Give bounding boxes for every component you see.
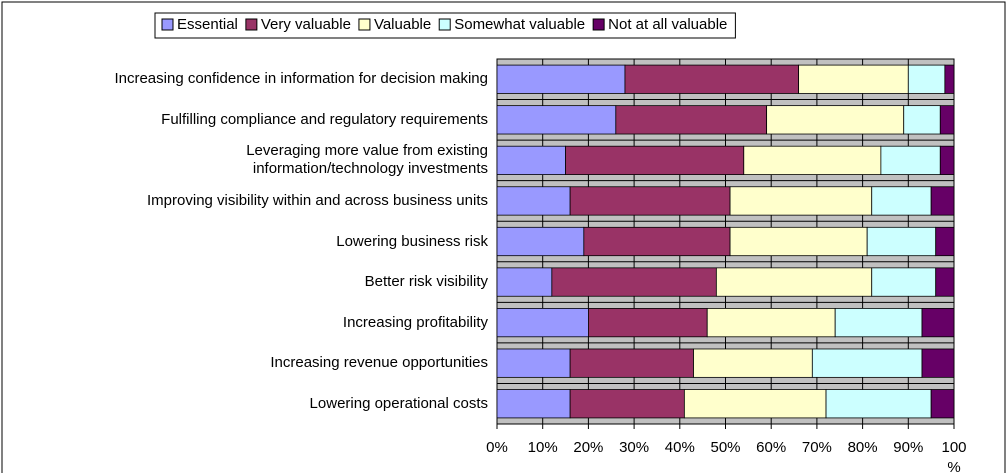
bar-segment — [496, 145, 566, 175]
legend-swatch — [245, 18, 258, 31]
legend-label: Valuable — [374, 16, 431, 33]
bar-segment — [944, 64, 955, 94]
x-tick-label: 30% — [619, 439, 649, 456]
x-tick-label: 90% — [893, 439, 923, 456]
bar-segment — [496, 226, 585, 257]
legend-label: Not at all valuable — [608, 16, 727, 33]
bar-segment — [935, 226, 955, 257]
bar-segment — [496, 389, 571, 419]
bar-segment — [834, 308, 923, 338]
bar-segment — [871, 186, 932, 216]
x-tick-label: 20% — [573, 439, 603, 456]
y-tick-label: Lowering operational costs — [309, 394, 488, 412]
bar-segment — [715, 267, 873, 297]
legend-label: Very valuable — [261, 16, 351, 33]
bar-segment — [551, 267, 717, 297]
bar-segment — [729, 226, 868, 257]
legend-swatch — [592, 18, 605, 31]
bar-segment — [825, 389, 932, 419]
bar-segment — [496, 105, 617, 135]
x-tick-label: 40% — [665, 439, 695, 456]
y-tick-label: Better risk visibility — [364, 273, 488, 291]
bar-segment — [565, 145, 745, 175]
y-tick-label: Leveraging more value from existing info… — [246, 142, 488, 178]
bar-segment — [921, 308, 955, 338]
y-tick-label: Lowering business risk — [336, 232, 488, 250]
bar-segment — [624, 64, 800, 94]
x-axis-label: % — [947, 459, 960, 473]
bar-segment — [866, 226, 937, 257]
bar-segment — [583, 226, 731, 257]
y-tick-label: Fulfilling compliance and regulatory req… — [161, 110, 488, 128]
bar-segment — [706, 308, 836, 338]
y-tick-label: Improving visibility within and across b… — [147, 191, 488, 209]
legend-swatch — [161, 18, 174, 31]
bar-segment — [766, 105, 905, 135]
bar-segment — [588, 308, 708, 338]
legend-swatch — [358, 18, 371, 31]
bar-segment — [798, 64, 909, 94]
bar-segment — [683, 389, 827, 419]
bar-segment — [930, 186, 955, 216]
bar-segment — [935, 267, 955, 297]
bar-segment — [903, 105, 941, 135]
y-tick-label: Increasing profitability — [342, 313, 488, 331]
bar-segment — [939, 145, 955, 175]
x-tick-label: 80% — [848, 439, 878, 456]
legend-label: Somewhat valuable — [454, 16, 585, 33]
bar-segment — [907, 64, 946, 94]
bar-segment — [569, 389, 685, 419]
bar-segment — [811, 348, 923, 378]
x-tick-label: 100 — [941, 439, 966, 456]
x-tick-label: 50% — [710, 439, 740, 456]
bar-segment — [569, 186, 731, 216]
x-tick-label: 70% — [802, 439, 832, 456]
bar-segment — [871, 267, 937, 297]
bar-segment — [880, 145, 941, 175]
y-tick-label: Increasing confidence in information for… — [114, 70, 488, 88]
bar-segment — [496, 186, 571, 216]
bar-segment — [939, 105, 955, 135]
bar-segment — [496, 308, 589, 338]
bar-segment — [496, 348, 571, 378]
bar-segment — [930, 389, 955, 419]
bar-segment — [615, 105, 768, 135]
bar-segment — [729, 186, 873, 216]
x-tick-label: 0% — [486, 439, 508, 456]
bar-segment — [496, 267, 553, 297]
bar-segment — [743, 145, 882, 175]
bar-segment — [569, 348, 694, 378]
x-tick-label: 60% — [756, 439, 786, 456]
x-tick-label: 10% — [528, 439, 558, 456]
bar-segment — [496, 64, 626, 94]
legend-label: Essential — [177, 16, 238, 33]
bar-segment — [921, 348, 955, 378]
legend-swatch — [438, 18, 451, 31]
y-tick-label: Increasing revenue opportunities — [270, 354, 488, 372]
bar-segment — [693, 348, 813, 378]
